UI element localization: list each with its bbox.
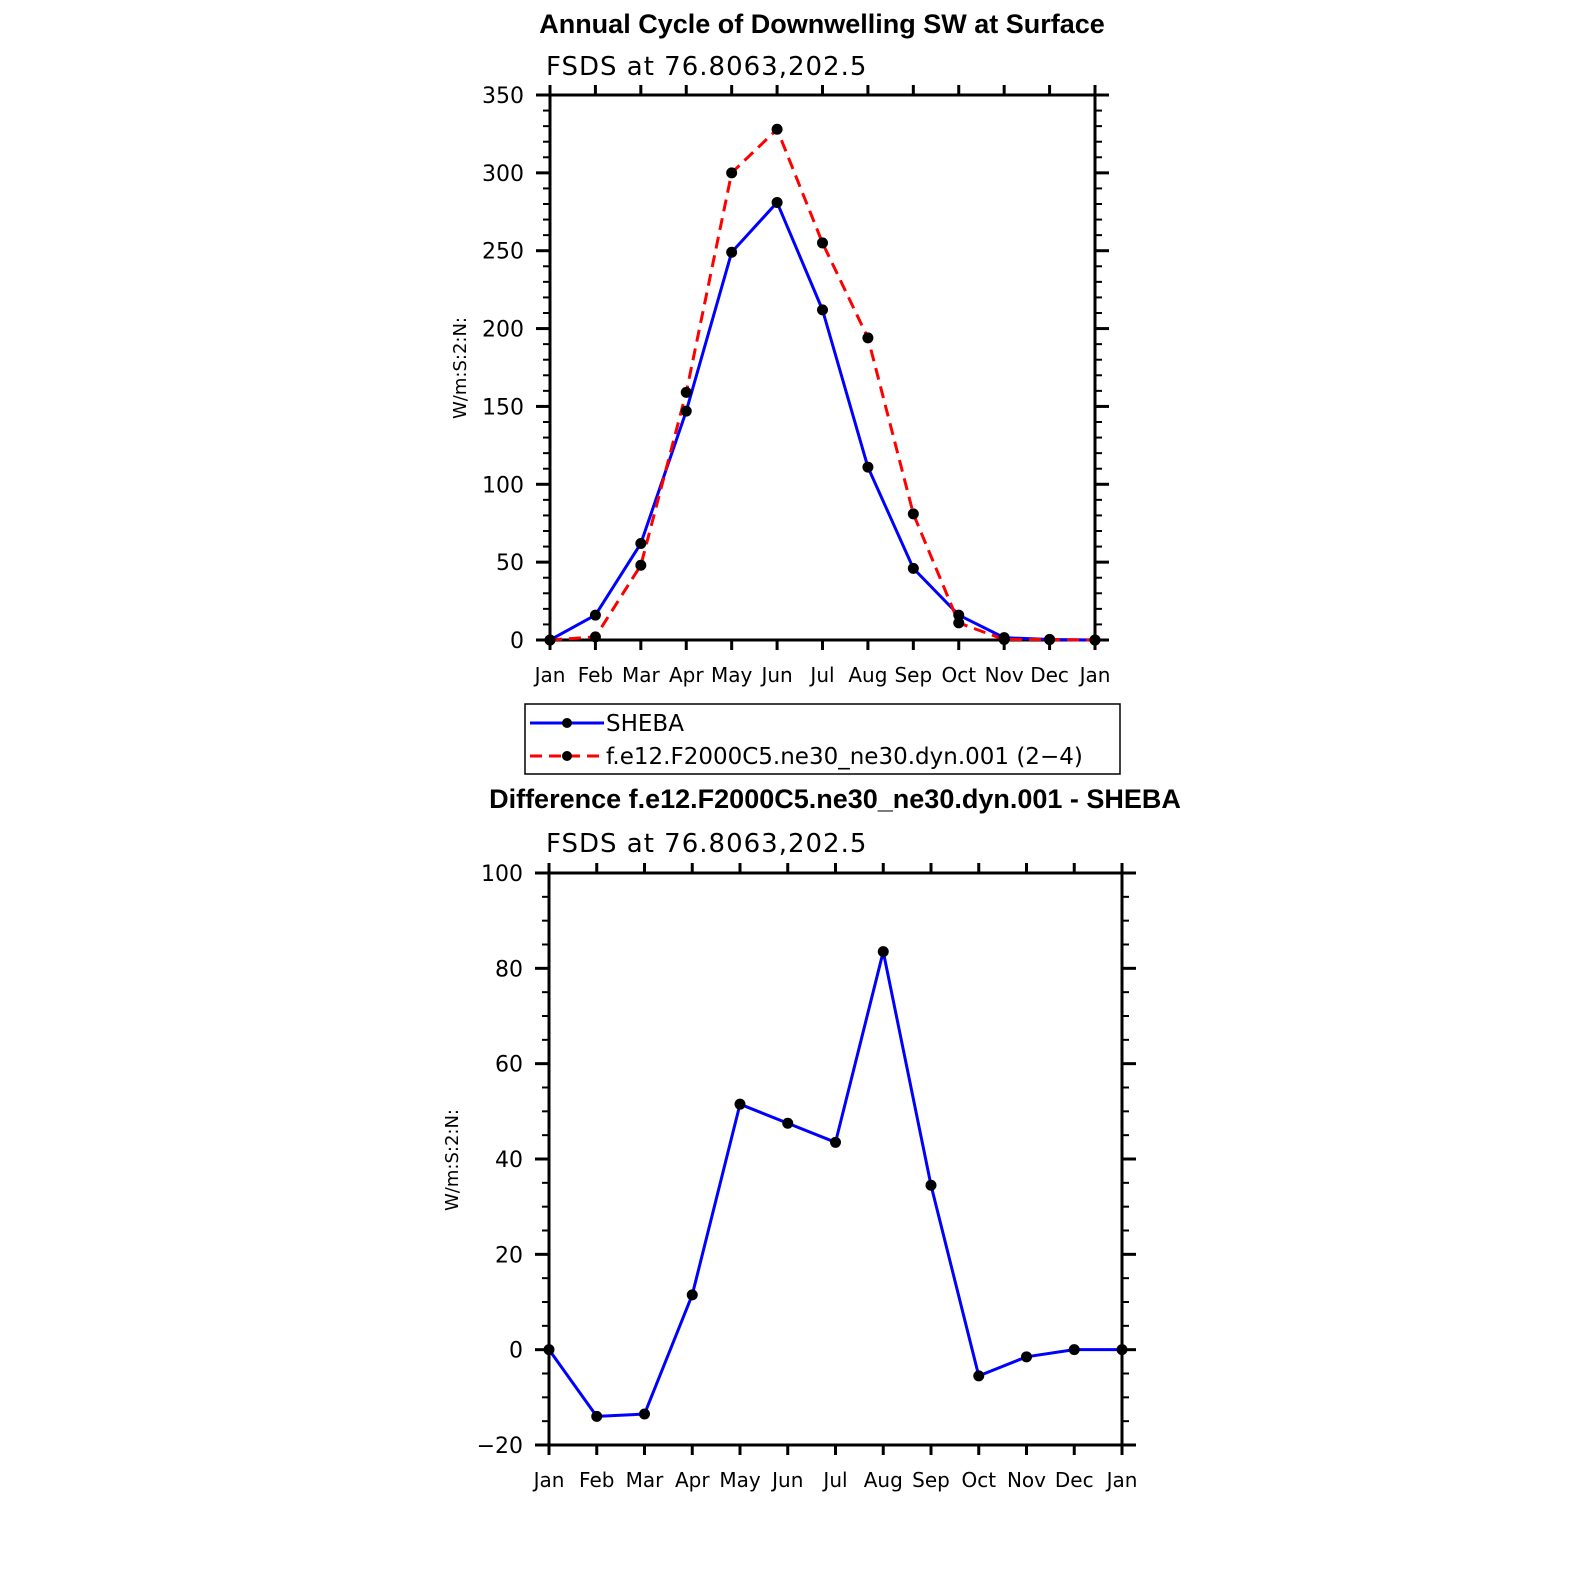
y-tick-label: −20 [477,1434,523,1459]
y-tick-label: 60 [495,1053,523,1078]
data-point-1 [817,237,828,249]
data-point-0 [1021,1351,1032,1363]
data-point-1 [862,332,874,344]
data-point-1 [953,617,965,629]
data-point-1 [1044,634,1056,646]
y-tick-label: 350 [482,84,524,109]
x-tick-label: Jul [821,1468,847,1492]
x-tick-label: Jan [1105,1468,1138,1492]
data-point-0 [1068,1344,1080,1356]
data-point-0 [680,405,692,417]
data-point-1 [680,386,692,398]
legend-marker-model [562,751,572,761]
x-tick-label: Apr [675,1468,710,1492]
data-point-0 [726,246,738,258]
y-tick-label: 0 [509,1339,523,1364]
data-point-0 [1116,1344,1128,1356]
y-tick-label: 80 [495,957,523,982]
data-point-0 [591,1410,603,1422]
series-line-0 [549,200,1096,642]
x-tick-label: Feb [579,1468,614,1492]
data-point-0 [589,609,601,621]
x-tick-label: Jan [533,663,566,687]
axes: Jan Feb Mar Apr May Jun Jul Aug Sep Oct Nov Dec Jan 0… [482,84,1110,687]
x-tick-label: Mar [626,1468,665,1492]
chart-subtitle: FSDS at 76.8063,202.5 [546,52,867,82]
x-tick-label: Oct [941,663,976,687]
x-tick-label: Apr [669,663,704,687]
chart-title: Difference f.e12.F2000C5.ne30_ne30.dyn.0… [489,784,1181,814]
data-point-0 [686,1289,698,1301]
x-tick-label: May [719,1468,761,1492]
annual-cycle-chart: Annual Cycle of Downwelling SW at Surfac… [450,9,1121,775]
x-tick-label: Feb [578,663,613,687]
x-tick-label: Nov [1007,1468,1046,1492]
data-point-0 [543,1344,555,1356]
legend-label-sheba: SHEBA [606,711,684,737]
data-point-1 [771,123,783,135]
x-tick-label: Nov [985,663,1024,687]
data-point-1 [907,508,919,520]
y-axis-label: W/m:S:2:N: [442,1109,463,1211]
data-point-0 [771,196,783,208]
data-point-0 [639,1408,650,1420]
series-group [543,946,1128,1422]
data-point-1 [544,634,556,646]
y-tick-label: 300 [482,162,524,187]
data-point-0 [862,461,874,473]
data-point-1 [998,634,1010,646]
y-tick-label: 50 [496,551,524,576]
data-point-0 [925,1179,937,1191]
x-tick-label: Sep [912,1468,950,1492]
difference-chart: Difference f.e12.F2000C5.ne30_ne30.dyn.0… [442,784,1181,1492]
series-group [544,123,1101,646]
x-tick-label: Jan [1078,663,1111,687]
data-point-0 [734,1098,746,1110]
data-point-0 [830,1136,841,1148]
legend-box [524,703,1121,775]
x-tick-label: Jun [770,1468,803,1492]
x-tick-label: Aug [848,663,887,687]
x-tick-label: May [711,663,753,687]
data-point-0 [635,537,647,549]
data-point-0 [817,304,828,316]
chart-subtitle: FSDS at 76.8063,202.5 [546,829,867,859]
x-tick-label: Sep [894,663,932,687]
series-line-1 [549,127,1096,642]
chart-title: Annual Cycle of Downwelling SW at Surfac… [539,9,1105,39]
data-point-0 [877,946,889,958]
y-axis-label: W/m:S:2:N: [450,317,471,419]
data-point-0 [907,562,919,574]
y-tick-label: 0 [510,629,524,654]
legend-label-model: f.e12.F2000C5.ne30_ne30.dyn.001 (2−4) [606,744,1083,770]
y-tick-label: 100 [482,473,524,498]
x-tick-label: Dec [1030,663,1069,687]
data-point-0 [973,1370,985,1382]
x-tick-label: Jun [759,663,792,687]
plot-frame [547,871,1124,1447]
x-tick-label: Jul [808,663,834,687]
y-tick-label: 100 [481,862,523,887]
data-point-1 [1089,634,1101,646]
legend: SHEBA f.e12.F2000C5.ne30_ne30.dyn.001 (2… [524,703,1121,775]
data-point-0 [953,609,965,621]
series-line-0 [547,950,1122,1418]
x-tick-label: Oct [961,1468,996,1492]
data-point-1 [726,167,738,179]
y-tick-label: 200 [482,318,524,343]
x-tick-label: Mar [622,663,661,687]
axes: Jan Feb Mar Apr May Jun Jul Aug Sep Oct Nov Dec Jan−… [477,862,1138,1492]
data-point-0 [782,1117,794,1129]
x-tick-label: Jan [532,1468,565,1492]
y-tick-label: 20 [495,1243,523,1268]
legend-marker-sheba [562,718,572,728]
x-tick-label: Aug [864,1468,903,1492]
y-tick-label: 40 [495,1148,523,1173]
x-tick-label: Dec [1055,1468,1094,1492]
data-point-1 [589,631,601,643]
y-tick-label: 150 [482,395,524,420]
data-point-1 [635,559,647,571]
y-tick-label: 250 [482,240,524,265]
